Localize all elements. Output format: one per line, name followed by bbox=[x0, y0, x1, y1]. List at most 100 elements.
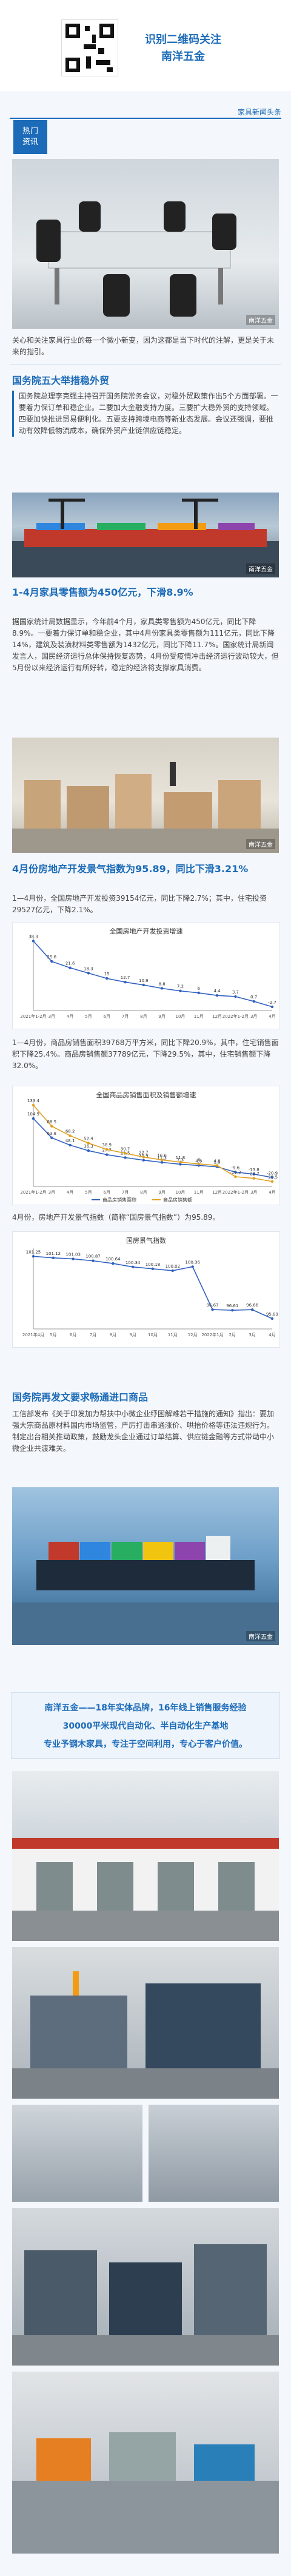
x-tick-label: 11月 bbox=[168, 1333, 178, 1337]
data-label: 18.3 bbox=[84, 966, 93, 971]
data-point bbox=[142, 1159, 146, 1162]
data-point bbox=[124, 1152, 127, 1155]
data-label: 30.7 bbox=[121, 1146, 130, 1151]
x-tick-label: 3月 bbox=[48, 1190, 55, 1195]
data-point bbox=[270, 1180, 274, 1183]
data-point bbox=[92, 1259, 95, 1262]
data-label: 100.87 bbox=[85, 1254, 101, 1259]
x-tick-label: 9月 bbox=[129, 1333, 136, 1337]
data-point bbox=[32, 1103, 35, 1107]
data-point bbox=[171, 1269, 175, 1273]
office-table-photo: 南洋五金 bbox=[12, 159, 279, 329]
header: 识别二维码关注 南洋五金 bbox=[0, 0, 291, 91]
data-label: 4.8 bbox=[214, 1159, 221, 1163]
data-point bbox=[69, 1143, 72, 1147]
brand-highlight: 南洋五金——18年实体品牌，16年线上销售服务经验 30000平米现代自动化、半… bbox=[11, 1692, 280, 1759]
data-label: 52.4 bbox=[84, 1137, 93, 1142]
x-tick-label: 2021年1-2月 bbox=[20, 1189, 46, 1195]
factory-building-photo bbox=[12, 1771, 279, 1941]
data-label: 38.9 bbox=[102, 1143, 112, 1148]
x-tick-label: 2022年1月 bbox=[201, 1332, 223, 1337]
x-tick-label: 7月 bbox=[122, 1014, 129, 1019]
data-point bbox=[105, 1148, 109, 1151]
brand-line-2: 30000平米现代自动化、半自动化生产基地 bbox=[62, 1721, 229, 1731]
data-point bbox=[87, 972, 90, 975]
data-point bbox=[142, 1155, 146, 1159]
x-tick-label: 6月 bbox=[103, 1014, 110, 1019]
data-point bbox=[32, 940, 35, 943]
x-tick-label: 6月 bbox=[70, 1333, 76, 1337]
follow-line-2: 南洋五金 bbox=[161, 50, 205, 63]
x-tick-label: 4月 bbox=[269, 1333, 275, 1337]
data-point bbox=[105, 1153, 109, 1156]
data-label: 63.8 bbox=[47, 1131, 57, 1136]
chart-climate-index: 国房景气指数 2021年4月 5月 6月 7月 8月 9月 10月 11月 12月 2022年1月… bbox=[12, 1231, 280, 1348]
data-point bbox=[32, 1117, 35, 1120]
data-point bbox=[160, 987, 164, 990]
assembly-floor-photo bbox=[12, 2372, 279, 2554]
section1-text: 国务院总理李克强主持召开国务院常务会议，对稳外贸政策作出5个方面部署。一要着力保… bbox=[12, 391, 279, 437]
data-label: 36.3 bbox=[84, 1144, 93, 1149]
data-point bbox=[270, 1176, 274, 1179]
warehouse-photo: 南洋五金 bbox=[12, 738, 279, 853]
data-label: 133.4 bbox=[27, 1098, 40, 1103]
x-tick-label: 2021年4月 bbox=[22, 1332, 44, 1337]
qr-code[interactable] bbox=[61, 19, 118, 76]
section3-text1: 1—4月份，全国房地产开发投资39154亿元，同比下降2.7%；其中，住宅投资2… bbox=[12, 894, 267, 914]
data-point bbox=[151, 1267, 155, 1271]
data-label: 16.6 bbox=[157, 1153, 167, 1158]
photo-watermark: 南洋五金 bbox=[246, 1631, 275, 1641]
chart1-svg: 2021年1-2月 3月 4月 5月 6月 7月 8月 9月 10月 11月 12月 2022年1-2… bbox=[20, 934, 276, 1019]
data-point bbox=[197, 1162, 200, 1166]
data-point bbox=[32, 1255, 35, 1258]
photo-watermark: 南洋五金 bbox=[246, 563, 275, 574]
data-label: 0.7 bbox=[250, 995, 257, 1000]
photo-watermark: 南洋五金 bbox=[246, 839, 275, 849]
legend-label: 商品房销售面积 bbox=[102, 1197, 136, 1203]
hot-news-badge-text: 热门 资讯 bbox=[22, 127, 38, 147]
data-point bbox=[50, 1125, 53, 1128]
data-label: -13.8 bbox=[249, 1168, 259, 1172]
data-label: 104.9 bbox=[27, 1112, 39, 1117]
data-label: 22.7 bbox=[139, 1151, 149, 1155]
x-tick-label: 2022年1-2月 bbox=[222, 1189, 249, 1195]
data-label: -19.3 bbox=[230, 1170, 241, 1175]
x-tick-label: 2022年1-2月 bbox=[222, 1014, 249, 1019]
x-tick-label: 4月 bbox=[67, 1014, 73, 1019]
data-label: 100.64 bbox=[105, 1257, 121, 1262]
brand-line-3: 专业予钢木家具，专注于空间利用，专心于客户价值。 bbox=[44, 1740, 247, 1749]
data-point bbox=[87, 1142, 90, 1145]
data-label: 11.3 bbox=[157, 1155, 167, 1160]
intro-text: 关心和关注家具行业的每一个微小新变，因为这都是当下时代的注解，更是关于未来的指引… bbox=[12, 336, 275, 356]
section3-text3: 4月份，房地产开发景气指数（简称“国房景气指数”）为95.89。 bbox=[12, 1213, 220, 1222]
data-label: 95.89 bbox=[266, 1312, 278, 1317]
data-label: 11.8 bbox=[176, 1155, 186, 1160]
x-tick-label: 5月 bbox=[50, 1333, 56, 1337]
data-label: 101.25 bbox=[26, 1249, 41, 1254]
data-label: 100.34 bbox=[125, 1260, 141, 1265]
section3-text2: 1—4月份，商品房销售面积39768万平方米，同比下降20.9%，其中，住宅销售… bbox=[12, 1038, 279, 1070]
container-ship-photo: 南洋五金 bbox=[12, 1487, 279, 1645]
section1-title: 国务院五大举措稳外贸 bbox=[12, 375, 110, 386]
data-label: 7.3 bbox=[177, 1157, 184, 1162]
chart2-svg: 2021年1-2月 3月 4月 5月 6月 7月 8月 9月 10月 11月 12月 2022年1-2… bbox=[20, 1098, 278, 1203]
production-line-photo bbox=[12, 1947, 279, 2099]
data-point bbox=[234, 995, 237, 998]
divider bbox=[10, 364, 281, 365]
data-label: 38.3 bbox=[28, 934, 38, 939]
x-tick-label: 11月 bbox=[194, 1014, 204, 1019]
x-tick-label: 10月 bbox=[176, 1014, 186, 1019]
chart2-title: 全国商品房销售面积及销售额增速 bbox=[96, 1091, 196, 1099]
data-label: 100.18 bbox=[146, 1262, 161, 1267]
legend-label: 商品房销售额 bbox=[163, 1197, 192, 1203]
x-tick-label: 5月 bbox=[85, 1190, 92, 1195]
x-tick-label: 2021年1-2月 bbox=[20, 1014, 46, 1019]
data-label: 6 bbox=[198, 986, 201, 991]
data-label: 7.2 bbox=[177, 984, 184, 989]
brand-line-1: 南洋五金——18年实体品牌，16年线上销售服务经验 bbox=[44, 1703, 247, 1713]
section2-title: 1-4月家具零售额为450亿元，下滑8.9% bbox=[12, 587, 193, 598]
data-label: -9.6 bbox=[232, 1166, 240, 1171]
data-point bbox=[69, 1134, 72, 1137]
x-tick-label: 7月 bbox=[122, 1190, 129, 1195]
